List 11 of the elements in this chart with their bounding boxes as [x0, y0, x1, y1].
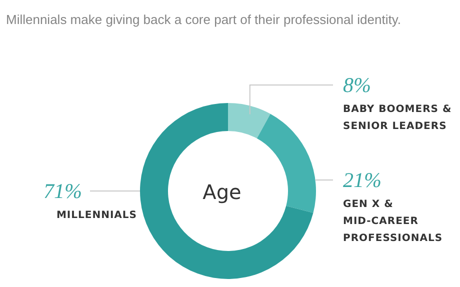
slice-label: BABY BOOMERS & SENIOR LEADERS: [343, 104, 452, 132]
chart-title: Millennials make giving back a core part of their professional identity.: [6, 12, 402, 27]
data-label: 21%: [343, 168, 382, 192]
text: Age: [202, 180, 242, 204]
slice-label: MILLENNIALS: [56, 210, 137, 221]
slice-label: GEN X & MID-CAREER PROFESSIONALS: [343, 199, 443, 244]
donut-slice: [256, 114, 316, 213]
data-label: 8%: [343, 73, 371, 97]
donut-slice: [228, 103, 270, 138]
data-label: 71%: [44, 179, 82, 203]
donut-slice: [140, 103, 314, 279]
